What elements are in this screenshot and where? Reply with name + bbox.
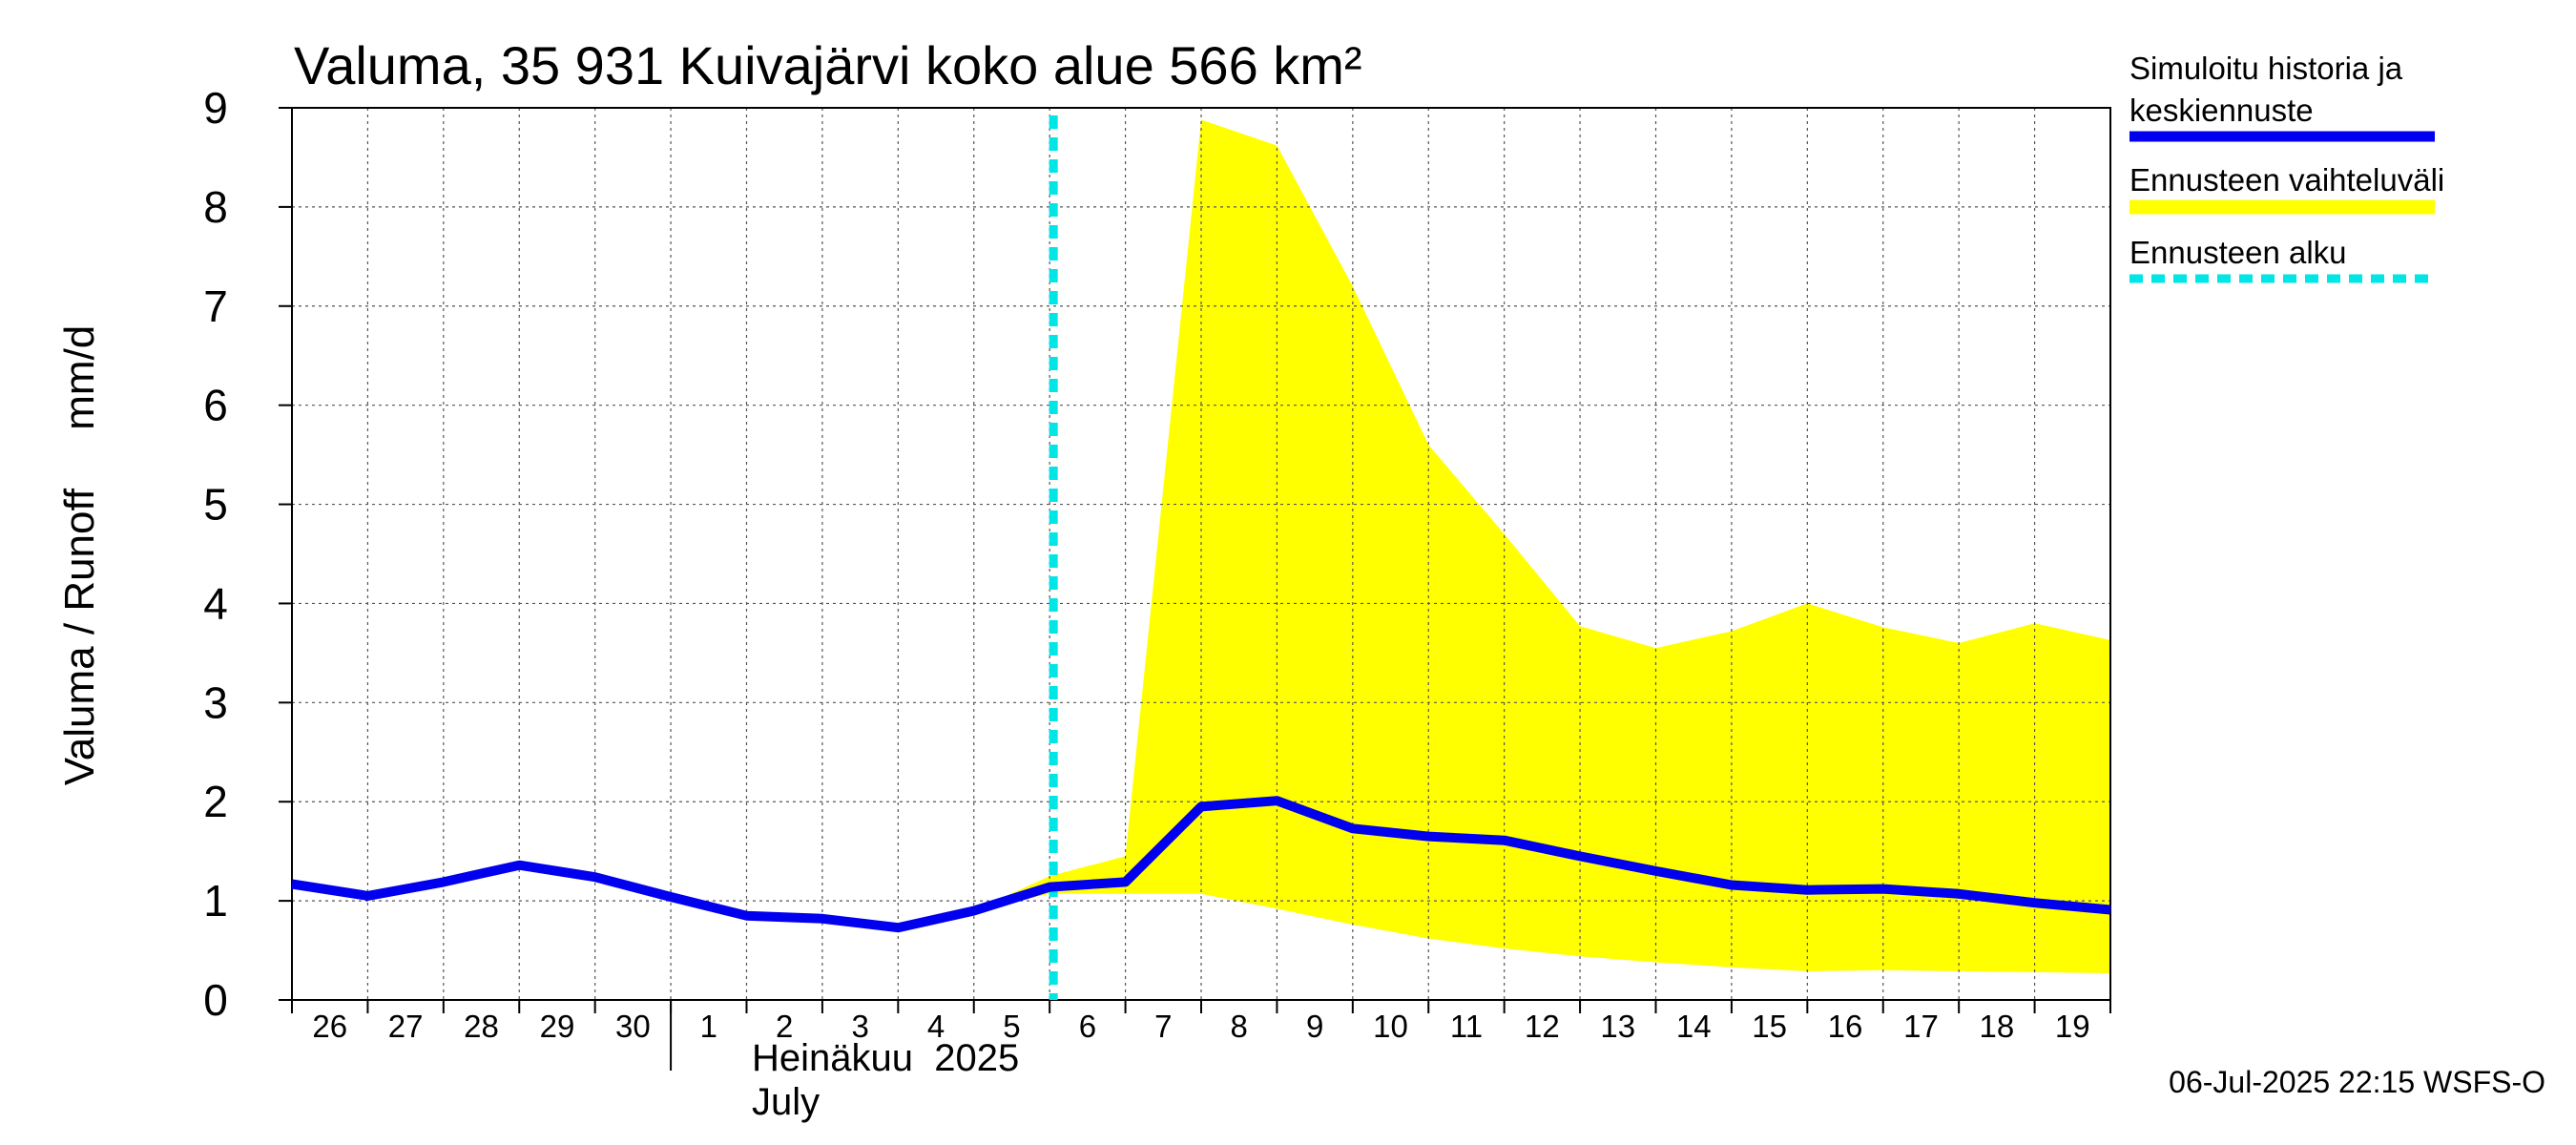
x-tick-label: 18 xyxy=(1980,1009,2015,1044)
x-tick-label: 3 xyxy=(851,1009,868,1044)
y-tick-label: 1 xyxy=(203,876,228,926)
x-tick-label: 26 xyxy=(312,1009,347,1044)
x-tick-label: 2 xyxy=(776,1009,793,1044)
month-label-en: July xyxy=(752,1081,820,1123)
x-tick-label: 12 xyxy=(1525,1009,1560,1044)
x-tick-label: 10 xyxy=(1373,1009,1408,1044)
x-axis: 26 27 28 29 30 1 2 3 4 5 6 7 8 9 10 11 12 13 14 15 16 17 18 19 xyxy=(291,1000,2111,1071)
legend-label-range: Ennusteen vaihteluväli xyxy=(2129,162,2444,198)
x-tick-label: 7 xyxy=(1154,1009,1172,1044)
grid xyxy=(291,107,2111,1001)
x-tick-label: 4 xyxy=(927,1009,945,1044)
y-tick-label: 9 xyxy=(203,83,228,133)
legend: Simuloitu historia ja keskiennuste Ennus… xyxy=(2129,51,2444,283)
footer-timestamp: 06-Jul-2025 22:15 WSFS-O xyxy=(2169,1065,2545,1099)
y-tick-label: 7 xyxy=(203,281,228,331)
x-tick-label: 17 xyxy=(1903,1009,1939,1044)
y-axis: 0 1 2 3 4 5 6 7 8 9 xyxy=(203,83,292,1025)
x-tick-label: 6 xyxy=(1079,1009,1096,1044)
x-tick-label: 29 xyxy=(540,1009,575,1044)
x-tick-label: 27 xyxy=(388,1009,424,1044)
month-label-fi: Heinäkuu 2025 xyxy=(752,1037,1019,1079)
x-tick-label: 19 xyxy=(2055,1009,2090,1044)
series-layer xyxy=(291,115,2111,1000)
forecast-range-band xyxy=(973,119,2110,973)
forecast-range-layer xyxy=(973,119,2110,973)
x-tick-label: 15 xyxy=(1752,1009,1787,1044)
x-tick-label: 8 xyxy=(1231,1009,1248,1044)
x-tick-label: 9 xyxy=(1306,1009,1323,1044)
y-tick-label: 5 xyxy=(203,480,228,530)
y-tick-label: 3 xyxy=(203,677,228,727)
y-tick-label: 6 xyxy=(203,381,228,430)
legend-label-simulated-line1: Simuloitu historia ja xyxy=(2129,51,2403,86)
y-axis-label: Valuma / Runoff mm/d xyxy=(56,325,103,786)
x-tick-label: 14 xyxy=(1676,1009,1712,1044)
y-tick-label: 8 xyxy=(203,182,228,232)
legend-label-forecast-start: Ennusteen alku xyxy=(2129,235,2347,270)
simulated-runoff-line xyxy=(291,796,2111,933)
chart-title: Valuma, 35 931 Kuivajärvi koko alue 566 … xyxy=(294,35,1362,95)
x-tick-label: 5 xyxy=(1003,1009,1020,1044)
x-tick-label: 16 xyxy=(1828,1009,1863,1044)
legend-label-simulated-line2: keskiennuste xyxy=(2129,93,2314,128)
x-tick-label: 13 xyxy=(1600,1009,1635,1044)
y-tick-label: 2 xyxy=(203,777,228,826)
y-tick-label: 4 xyxy=(203,578,228,628)
x-tick-label: 30 xyxy=(615,1009,651,1044)
x-tick-label: 28 xyxy=(464,1009,499,1044)
y-tick-label: 0 xyxy=(203,975,228,1025)
x-tick-label: 1 xyxy=(700,1009,717,1044)
x-tick-label: 11 xyxy=(1450,1009,1483,1044)
